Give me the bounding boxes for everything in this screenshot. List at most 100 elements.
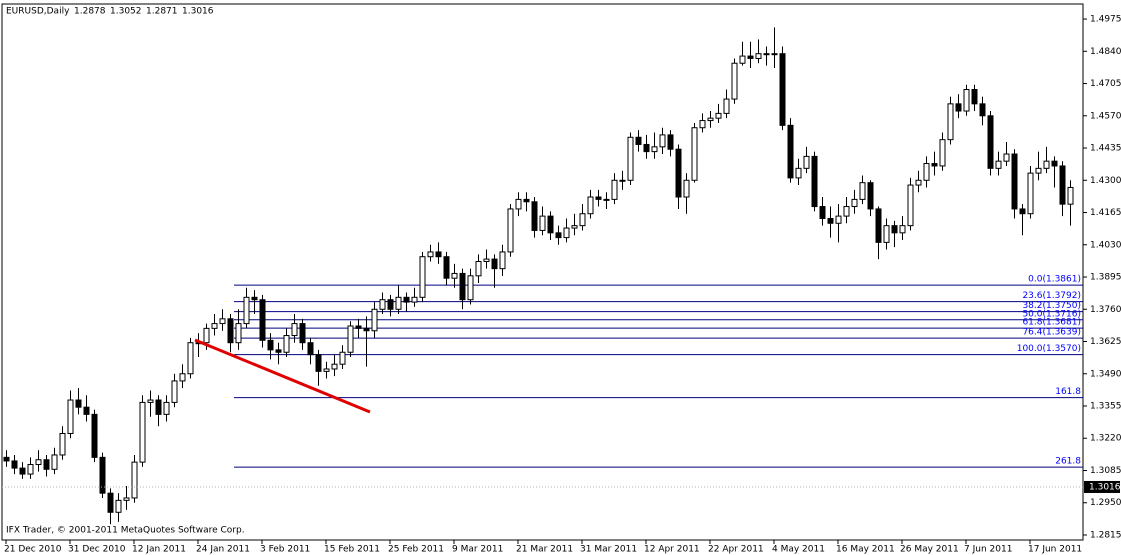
candle-body [347, 325, 354, 353]
candle-body [715, 112, 722, 119]
candle-body [587, 196, 594, 215]
fib-label: 261.8 [1055, 457, 1081, 467]
candle-body [699, 120, 706, 129]
candle-body [51, 454, 58, 470]
candle-body [27, 464, 34, 475]
candle-body [507, 208, 514, 253]
candle-body [283, 335, 290, 353]
candle-body [563, 227, 570, 239]
candle-body [267, 339, 274, 351]
candle-body [539, 215, 546, 231]
candle-body [747, 55, 754, 59]
candle-body [811, 155, 818, 208]
candle-body [771, 53, 778, 56]
candle-body [1043, 160, 1050, 169]
candle-body [723, 98, 730, 114]
candle-body [379, 299, 386, 310]
x-tick-label: 7 Jun 2011 [964, 545, 1012, 555]
header-value: 1.2878 [74, 7, 106, 17]
candle-body [939, 139, 946, 167]
candle-body [555, 232, 562, 239]
candle-body [163, 401, 170, 415]
candle-body [1027, 172, 1034, 215]
candle-body [443, 256, 450, 279]
candle-body [1035, 167, 1042, 174]
candle-body [1011, 153, 1018, 210]
candle-body [339, 351, 346, 365]
last-price-box [1084, 480, 1120, 493]
last-price-label: 1.3016 [1089, 482, 1121, 492]
candle-body [59, 432, 66, 456]
candle-body [451, 272, 458, 279]
x-tick-label: 26 May 2011 [900, 545, 959, 555]
candle-body [67, 399, 74, 434]
candle-body [427, 251, 434, 258]
candle-body [131, 461, 138, 499]
candle-body [123, 497, 130, 501]
fibonacci: 0.0(1.3861) 23.6(1.3792)38.2(1.3750)50.0(… [234, 275, 1083, 468]
candle-body [667, 134, 674, 150]
candle-body [1019, 208, 1026, 215]
candle-body [491, 258, 498, 270]
fib-label: 161.8 [1055, 387, 1081, 397]
candle-body [155, 399, 162, 415]
candle-body [603, 198, 610, 201]
candle-body [803, 155, 810, 169]
candle-body [435, 251, 442, 258]
y-tick-label: 1.2815 [1090, 530, 1121, 540]
candle-body [187, 342, 194, 375]
candle-body [115, 499, 122, 513]
candle-body [875, 208, 882, 243]
y-tick-label: 1.3355 [1090, 402, 1121, 412]
candle-body [139, 401, 146, 463]
candle-body [1051, 160, 1058, 167]
candle-body [363, 327, 370, 332]
candle-body [235, 323, 242, 344]
candle-body [531, 201, 538, 231]
header-value: 1.3016 [182, 7, 214, 17]
candle-body [19, 467, 26, 475]
candle-body [395, 296, 402, 310]
y-tick-label: 1.4435 [1090, 144, 1121, 154]
y-tick-label: 1.4570 [1090, 111, 1121, 121]
candle-body [307, 342, 314, 356]
candle-body [635, 136, 642, 145]
candle-body [571, 225, 578, 229]
candle-body [243, 296, 250, 325]
candle-body [35, 459, 42, 466]
candle-body [403, 296, 410, 303]
candle-body [955, 103, 962, 112]
x-tick-label: 25 Feb 2011 [388, 545, 444, 555]
candle-body [211, 323, 218, 329]
y-tick-label: 1.4030 [1090, 240, 1121, 250]
candle-body [619, 179, 626, 182]
y-tick-label: 1.3085 [1090, 466, 1121, 476]
x-tick-label: 21 Dec 2010 [4, 545, 62, 555]
y-tick-label: 1.3895 [1090, 273, 1121, 283]
candle-body [627, 136, 634, 181]
candle-body [259, 299, 266, 341]
candle-body [299, 323, 306, 344]
header-value: 1.3052 [110, 7, 142, 17]
fib-label: 100.0(1.3570) [1017, 344, 1081, 354]
plot-frame [1, 3, 1084, 541]
candle-body [731, 62, 738, 100]
fib-label: 0.0(1.3861) [1028, 275, 1081, 285]
candle-body [355, 325, 362, 329]
header-value: 1.2871 [146, 7, 178, 17]
candle-body [907, 184, 914, 227]
axes: 1.4975 1.4840 1.4705 1.4570 1.4435 1.4300 1.41… [2, 15, 1121, 555]
candle-body [547, 215, 554, 234]
candle-body [483, 258, 490, 262]
x-tick-label: 12 Jan 2011 [132, 545, 186, 555]
candle-body [675, 148, 682, 198]
fib-label: 76.4(1.3639) [1022, 328, 1081, 338]
candle-body [651, 146, 658, 153]
candle-body [11, 460, 18, 469]
candle-body [643, 143, 650, 153]
candle-body [499, 251, 506, 270]
candle-body [171, 380, 178, 403]
candle-body [915, 179, 922, 186]
y-tick-label: 1.3490 [1090, 369, 1121, 379]
